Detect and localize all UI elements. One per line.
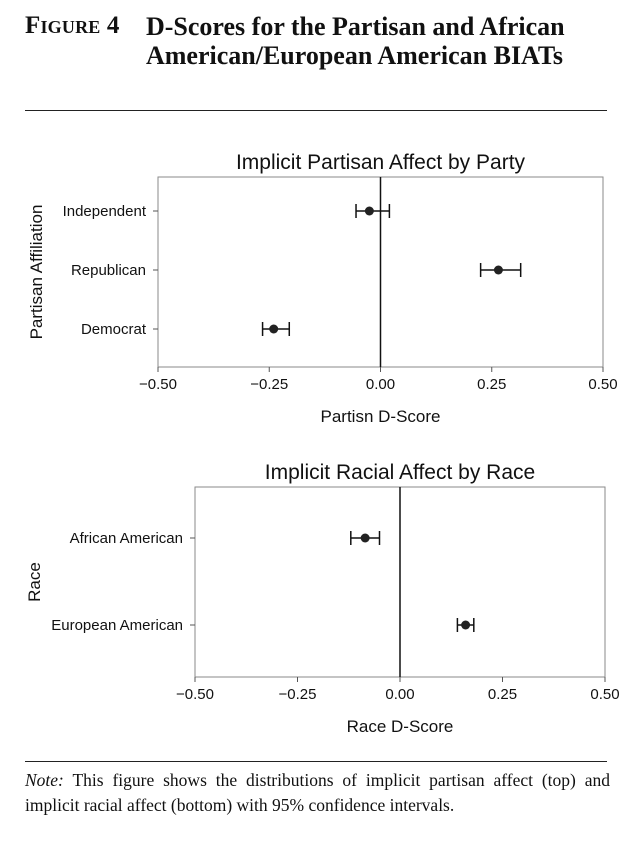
chart-title: Implicit Partisan Affect by Party	[236, 151, 526, 174]
y-axis-label: Race	[25, 562, 44, 602]
x-tick-label: 0.25	[477, 376, 506, 393]
y-axis-label: Partisan Affiliation	[27, 205, 46, 340]
x-tick-label: −0.50	[139, 376, 177, 393]
y-tick-label: Republican	[71, 262, 146, 279]
x-tick-label: −0.25	[279, 686, 317, 703]
x-tick-label: −0.25	[250, 376, 288, 393]
note-rule	[25, 761, 607, 762]
data-point	[269, 324, 279, 334]
data-point	[364, 206, 374, 216]
x-tick-label: −0.50	[176, 686, 214, 703]
y-tick-label: Democrat	[81, 321, 147, 338]
x-axis-label: Partisn D-Score	[321, 407, 441, 426]
y-tick-label: European American	[51, 617, 183, 634]
data-point	[461, 620, 471, 630]
figure-label: Figure 4	[25, 12, 120, 39]
header-rule	[25, 110, 607, 111]
x-tick-label: 0.00	[366, 376, 395, 393]
note-label: Note:	[25, 770, 64, 790]
data-point	[360, 533, 370, 543]
figure-note: Note: This figure shows the distribution…	[25, 768, 610, 818]
x-tick-label: 0.25	[488, 686, 517, 703]
x-tick-label: 0.50	[590, 686, 619, 703]
note-text: This figure shows the distributions of i…	[25, 770, 611, 815]
y-tick-label: Independent	[63, 203, 147, 220]
x-axis-label: Race D-Score	[347, 717, 454, 736]
figure-title: D-Scores for the Partisan and African Am…	[146, 12, 565, 70]
chart-title: Implicit Racial Affect by Race	[265, 461, 535, 484]
x-tick-label: 0.50	[588, 376, 617, 393]
data-point	[493, 265, 503, 275]
x-tick-label: 0.00	[385, 686, 414, 703]
y-tick-label: African American	[70, 530, 183, 547]
